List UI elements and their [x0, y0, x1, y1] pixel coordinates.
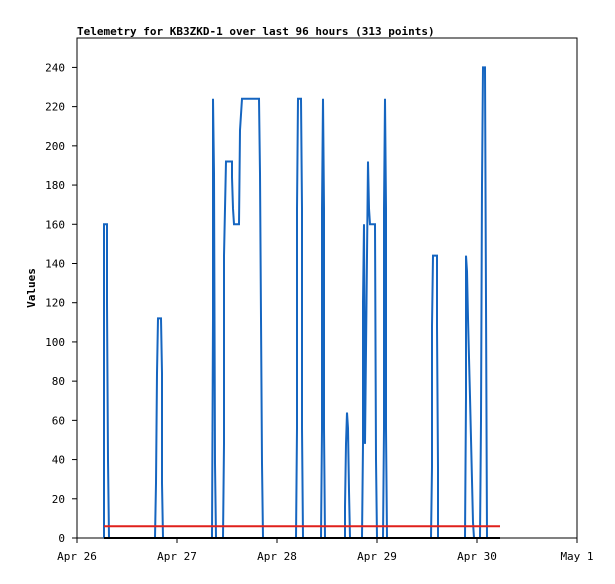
y-tick-label: 200	[45, 140, 65, 153]
y-tick-label: 20	[52, 493, 65, 506]
x-tick-label: Apr 29	[357, 550, 397, 563]
y-tick-label: 60	[52, 414, 65, 427]
y-tick-label: 240	[45, 61, 65, 74]
x-tick-label: May 1	[560, 550, 593, 563]
y-tick-label: 160	[45, 218, 65, 231]
y-tick-label: 0	[58, 532, 65, 545]
x-tick-label: Apr 27	[157, 550, 197, 563]
y-tick-label: 40	[52, 454, 65, 467]
y-tick-label: 220	[45, 101, 65, 114]
y-tick-label: 120	[45, 297, 65, 310]
y-tick-label: 100	[45, 336, 65, 349]
x-tick-label: Apr 30	[457, 550, 497, 563]
y-tick-label: 180	[45, 179, 65, 192]
x-tick-label: Apr 28	[257, 550, 297, 563]
y-axis-label: Values	[25, 268, 38, 308]
chart-title: Telemetry for KB3ZKD-1 over last 96 hour…	[77, 25, 435, 38]
y-tick-label: 140	[45, 257, 65, 270]
x-tick-label: Apr 26	[57, 550, 97, 563]
y-tick-label: 80	[52, 375, 65, 388]
